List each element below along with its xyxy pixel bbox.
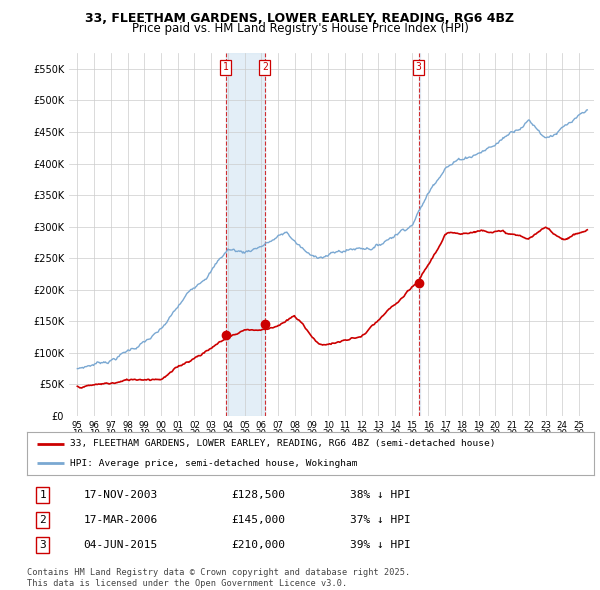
Text: 04-JUN-2015: 04-JUN-2015 bbox=[84, 540, 158, 550]
Text: 3: 3 bbox=[416, 62, 422, 72]
Text: £210,000: £210,000 bbox=[231, 540, 285, 550]
Text: £128,500: £128,500 bbox=[231, 490, 285, 500]
Text: 39% ↓ HPI: 39% ↓ HPI bbox=[350, 540, 411, 550]
Bar bbox=[226, 53, 265, 416]
Text: 1: 1 bbox=[40, 490, 46, 500]
Text: 3: 3 bbox=[40, 540, 46, 550]
Text: 17-NOV-2003: 17-NOV-2003 bbox=[84, 490, 158, 500]
Text: 33, FLEETHAM GARDENS, LOWER EARLEY, READING, RG6 4BZ: 33, FLEETHAM GARDENS, LOWER EARLEY, READ… bbox=[85, 12, 515, 25]
Text: 2: 2 bbox=[262, 62, 268, 72]
Text: HPI: Average price, semi-detached house, Wokingham: HPI: Average price, semi-detached house,… bbox=[70, 459, 357, 468]
Text: 2: 2 bbox=[40, 515, 46, 525]
Text: 37% ↓ HPI: 37% ↓ HPI bbox=[350, 515, 411, 525]
Text: Contains HM Land Registry data © Crown copyright and database right 2025.
This d: Contains HM Land Registry data © Crown c… bbox=[27, 568, 410, 588]
Text: 17-MAR-2006: 17-MAR-2006 bbox=[84, 515, 158, 525]
Text: 1: 1 bbox=[223, 62, 229, 72]
Text: Price paid vs. HM Land Registry's House Price Index (HPI): Price paid vs. HM Land Registry's House … bbox=[131, 22, 469, 35]
Text: 38% ↓ HPI: 38% ↓ HPI bbox=[350, 490, 411, 500]
Text: £145,000: £145,000 bbox=[231, 515, 285, 525]
Text: 33, FLEETHAM GARDENS, LOWER EARLEY, READING, RG6 4BZ (semi-detached house): 33, FLEETHAM GARDENS, LOWER EARLEY, READ… bbox=[70, 440, 495, 448]
